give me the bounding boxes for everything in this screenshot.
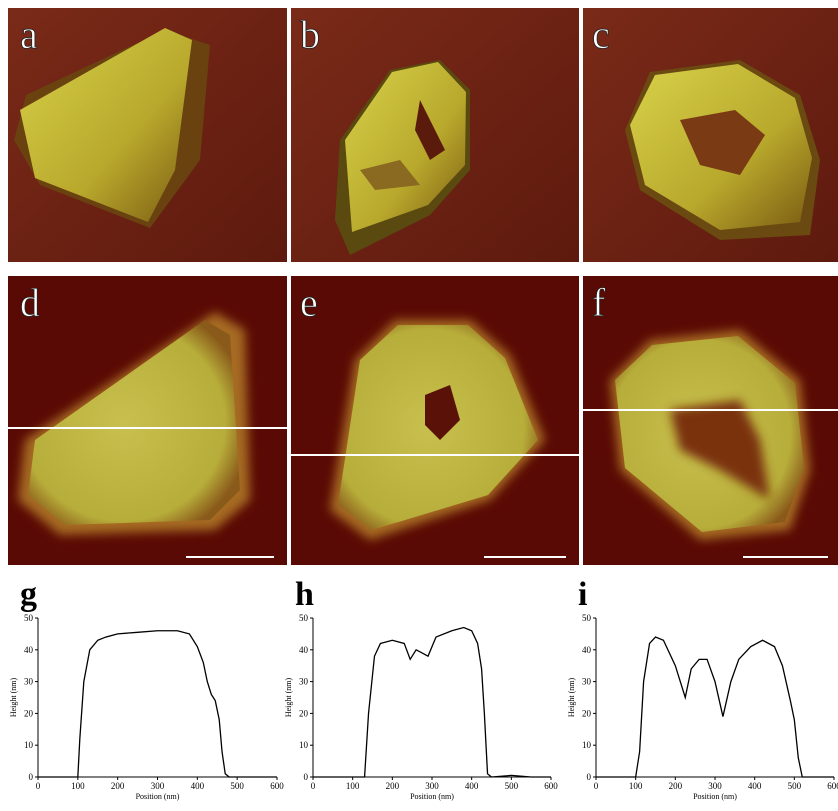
panel-e bbox=[291, 276, 579, 565]
chart-title: i bbox=[578, 576, 587, 613]
x-tick-label: 600 bbox=[544, 781, 558, 791]
y-tick-label: 50 bbox=[24, 613, 34, 623]
chart: g 0 100 200 300 400 500 600 0 10 20 30 40 50 Position … bbox=[9, 576, 284, 801]
y-axis-label: Height (nm) bbox=[284, 678, 293, 718]
y-tick-label: 10 bbox=[299, 740, 309, 750]
panel-a bbox=[8, 8, 287, 262]
x-tick-label: 500 bbox=[230, 781, 244, 791]
y-tick-label: 40 bbox=[24, 645, 34, 655]
panel-label: e bbox=[300, 280, 318, 325]
x-tick-label: 300 bbox=[151, 781, 165, 791]
x-tick-label: 100 bbox=[71, 781, 85, 791]
y-axis-label: Height (nm) bbox=[9, 678, 18, 718]
y-tick-label: 0 bbox=[304, 772, 309, 782]
panel-d bbox=[8, 276, 287, 565]
panel-b bbox=[291, 8, 579, 262]
x-axis-label: Position (nm) bbox=[136, 792, 180, 801]
y-tick-label: 0 bbox=[29, 772, 34, 782]
panel-label: a bbox=[20, 12, 38, 57]
y-tick-label: 10 bbox=[582, 740, 592, 750]
x-axis-label: Position (nm) bbox=[693, 792, 737, 801]
y-tick-label: 40 bbox=[582, 645, 592, 655]
panel-label: f bbox=[592, 280, 606, 325]
x-tick-label: 400 bbox=[465, 781, 479, 791]
panel-f bbox=[583, 276, 838, 565]
y-tick-label: 40 bbox=[299, 645, 309, 655]
y-tick-label: 30 bbox=[24, 677, 34, 687]
y-axis-label: Height (nm) bbox=[567, 678, 576, 718]
x-tick-label: 500 bbox=[505, 781, 519, 791]
x-tick-label: 300 bbox=[708, 781, 722, 791]
x-tick-label: 500 bbox=[788, 781, 802, 791]
figure: a b c d e f g010020030040050060001020304… bbox=[0, 0, 838, 811]
chart: i 0 100 200 300 400 500 600 0 10 20 30 40 50 Position … bbox=[567, 576, 838, 801]
x-tick-label: 600 bbox=[827, 781, 838, 791]
data-line bbox=[313, 628, 551, 777]
x-axis-label: Position (nm) bbox=[410, 792, 454, 801]
x-tick-label: 200 bbox=[111, 781, 125, 791]
data-line bbox=[596, 637, 834, 777]
x-tick-label: 0 bbox=[594, 781, 599, 791]
x-tick-label: 300 bbox=[425, 781, 439, 791]
chart-title: h bbox=[295, 576, 314, 613]
x-tick-label: 600 bbox=[270, 781, 284, 791]
x-tick-label: 0 bbox=[311, 781, 316, 791]
x-tick-label: 200 bbox=[669, 781, 683, 791]
data-line bbox=[38, 631, 277, 777]
panel-label: c bbox=[592, 12, 610, 57]
y-tick-label: 20 bbox=[582, 708, 592, 718]
x-tick-label: 0 bbox=[36, 781, 41, 791]
x-tick-label: 400 bbox=[191, 781, 205, 791]
panel-label: b bbox=[300, 12, 320, 57]
y-tick-label: 0 bbox=[587, 772, 592, 782]
y-tick-label: 30 bbox=[582, 677, 592, 687]
x-tick-label: 400 bbox=[748, 781, 762, 791]
panel-label: d bbox=[20, 280, 40, 325]
y-tick-label: 20 bbox=[299, 708, 309, 718]
y-tick-label: 20 bbox=[24, 708, 34, 718]
chart-title: g bbox=[20, 576, 37, 613]
x-tick-label: 100 bbox=[346, 781, 360, 791]
y-tick-label: 50 bbox=[299, 613, 309, 623]
y-tick-label: 50 bbox=[582, 613, 592, 623]
x-tick-label: 200 bbox=[386, 781, 400, 791]
chart: h 0 100 200 300 400 500 600 0 10 20 30 40 50 Position … bbox=[284, 576, 558, 801]
x-tick-label: 100 bbox=[629, 781, 643, 791]
y-tick-label: 30 bbox=[299, 677, 309, 687]
y-tick-label: 10 bbox=[24, 740, 34, 750]
panel-c bbox=[583, 8, 838, 262]
